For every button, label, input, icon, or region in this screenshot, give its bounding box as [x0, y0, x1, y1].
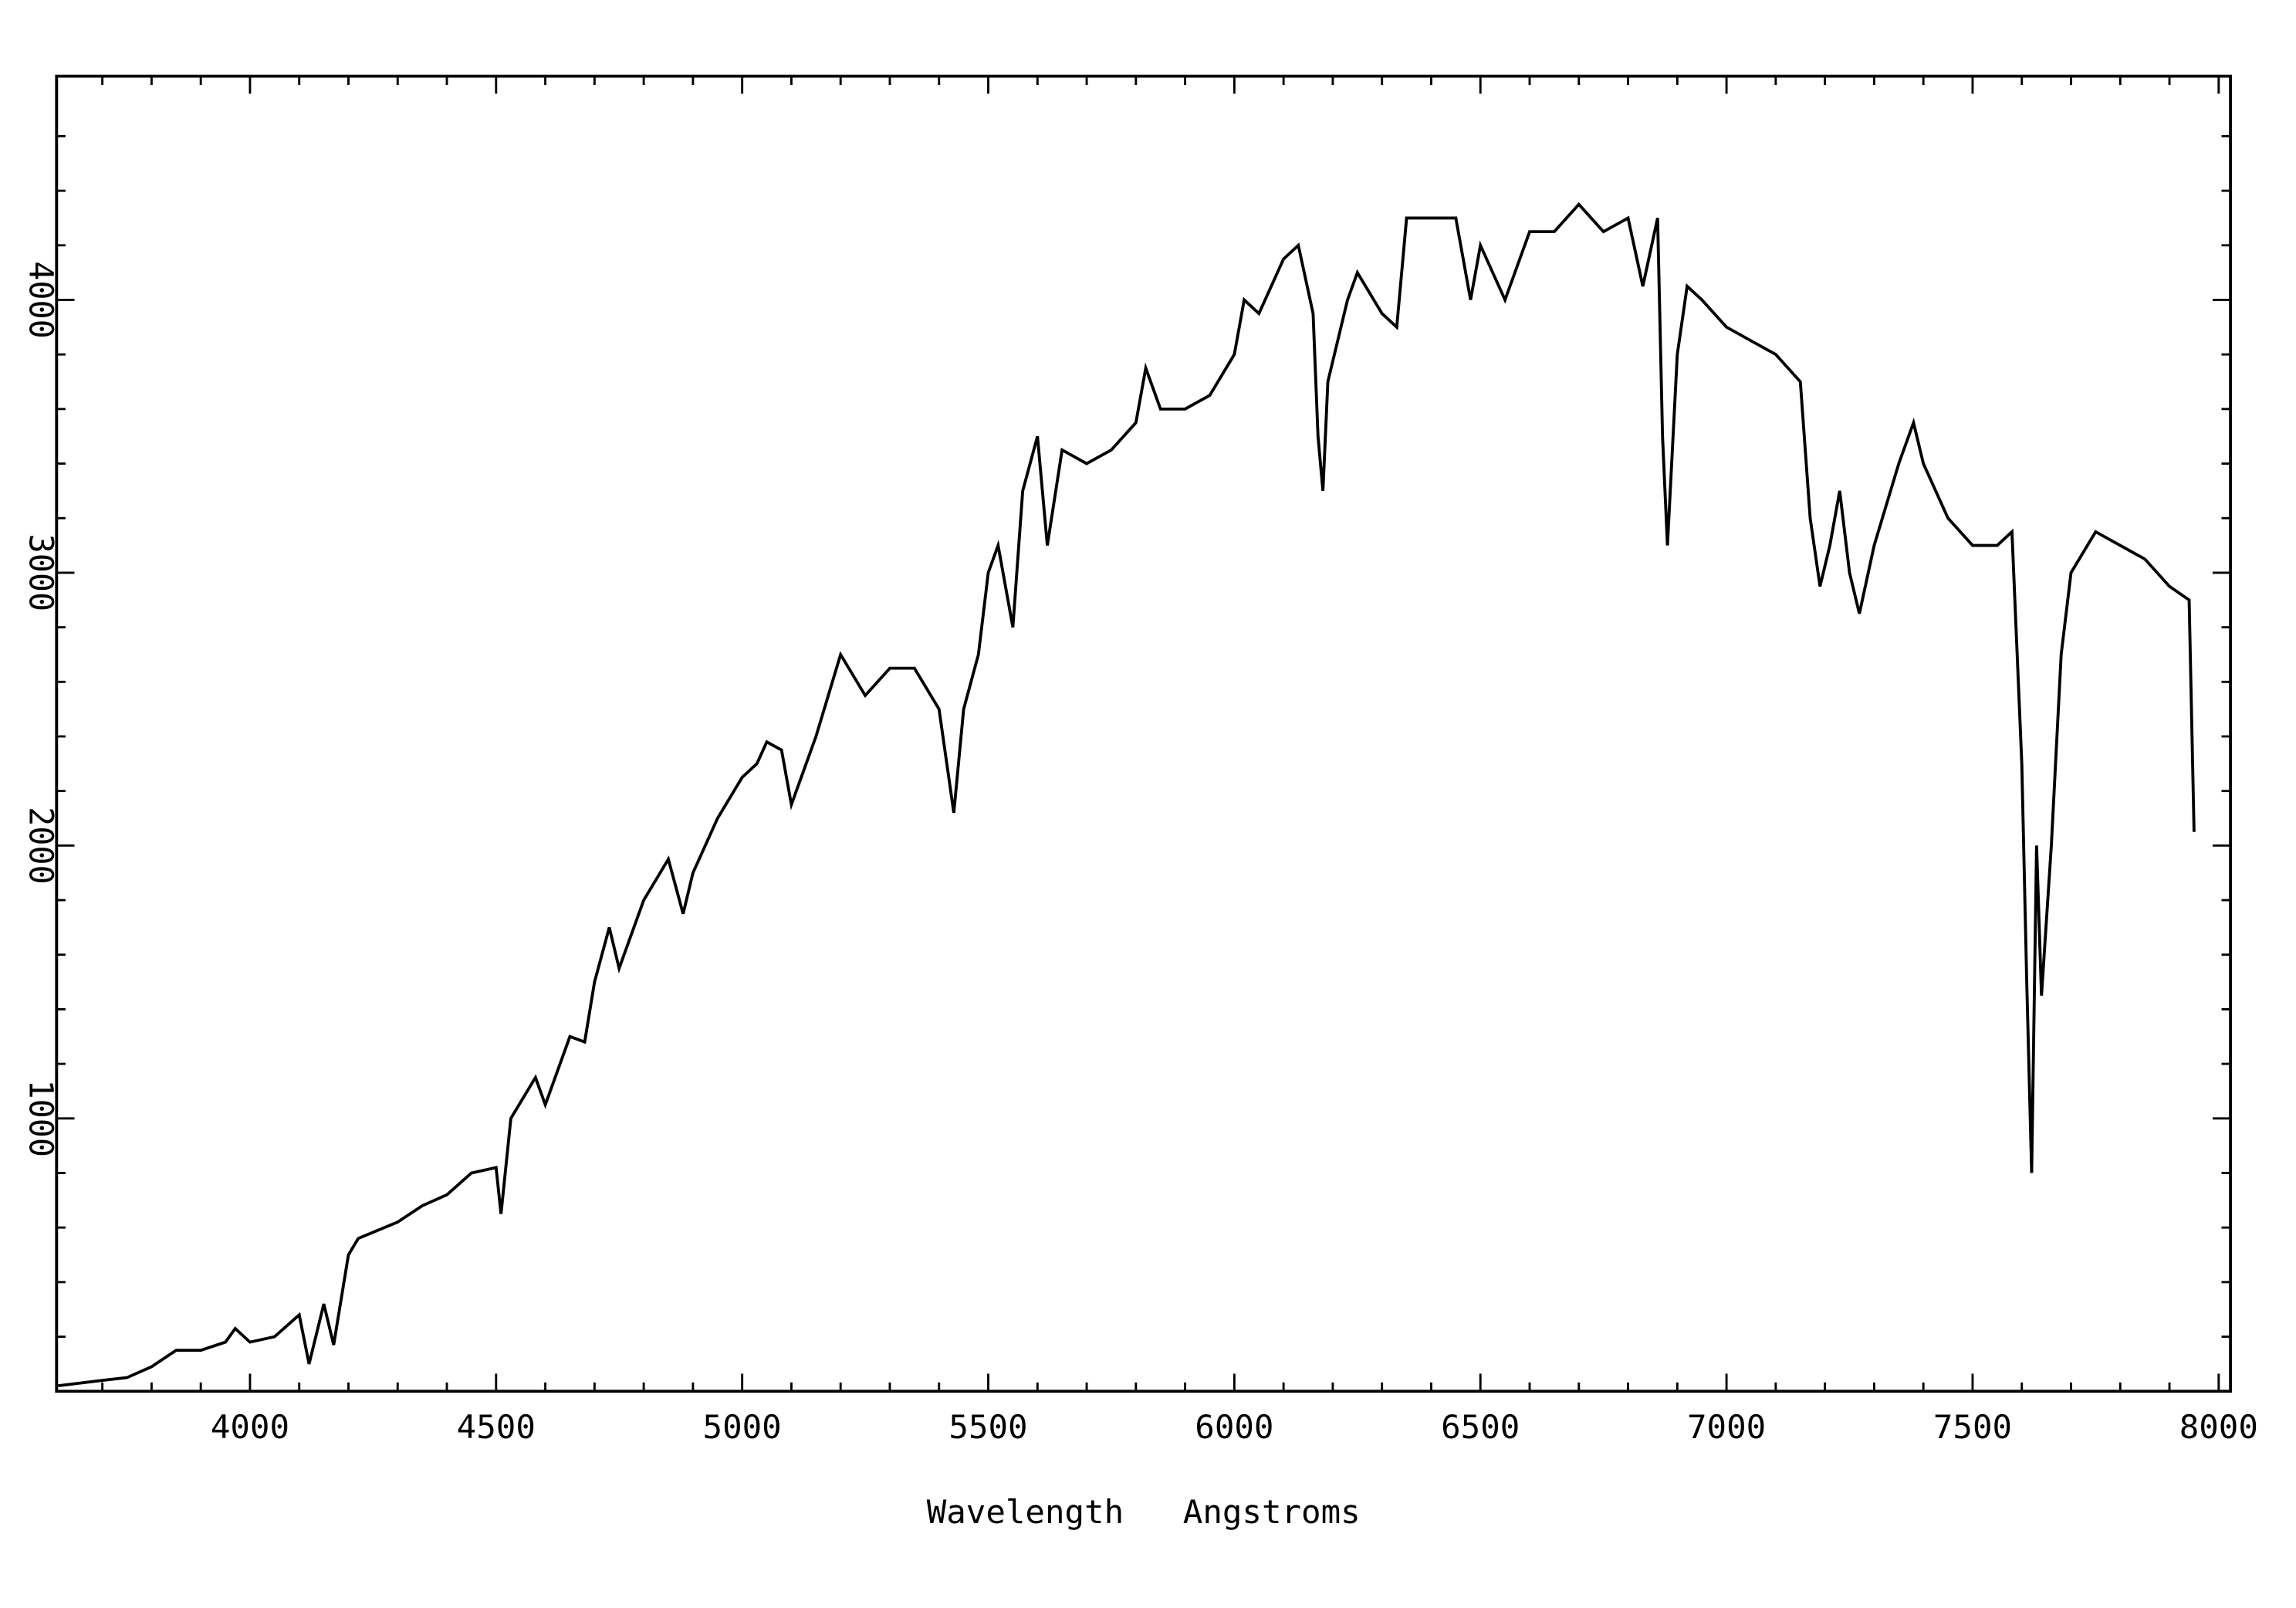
y-tick-label: 3000 [22, 534, 60, 611]
y-tick-label: 1000 [22, 1080, 60, 1157]
plot-frame [55, 74, 2233, 1393]
y-tick-label: 4000 [22, 261, 60, 338]
x-axis-label: Wavelength Angstroms [927, 1493, 1361, 1531]
x-tick-label: 5500 [948, 1408, 1027, 1446]
x-tick-label: 7500 [1933, 1408, 2012, 1446]
x-tick-label: 4500 [457, 1408, 536, 1446]
spectrum-line [57, 201, 2196, 1388]
y-tick-label: 2000 [22, 807, 60, 884]
x-tick-label: 8000 [2179, 1408, 2258, 1446]
x-tick-label: 7000 [1687, 1408, 1766, 1446]
x-tick-label: 5000 [703, 1408, 782, 1446]
x-tick-label: 6000 [1195, 1408, 1273, 1446]
x-tick-label: 6500 [1441, 1408, 1520, 1446]
x-tick-label: 4000 [211, 1408, 289, 1446]
